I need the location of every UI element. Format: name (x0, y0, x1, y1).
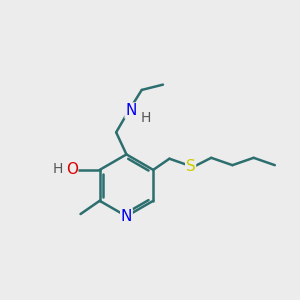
Text: H: H (53, 162, 63, 176)
Text: O: O (66, 162, 78, 177)
Text: N: N (121, 209, 132, 224)
Text: N: N (125, 103, 136, 118)
Text: H: H (140, 111, 151, 124)
Text: S: S (186, 158, 196, 173)
